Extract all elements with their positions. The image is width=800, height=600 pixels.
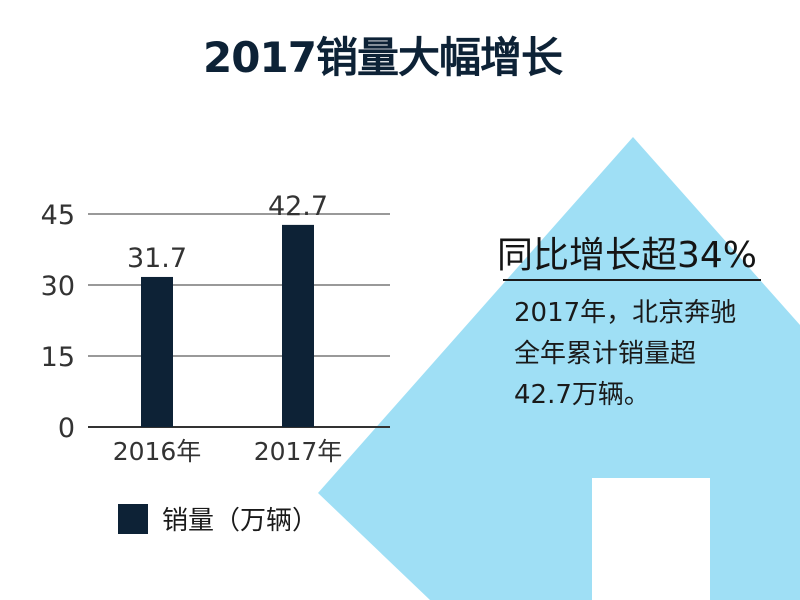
legend-swatch [118, 503, 148, 534]
x-axis-ticks: 2016年 2017年 [113, 437, 343, 466]
callout-divider [503, 279, 761, 281]
data-label: 31.7 [127, 243, 187, 274]
chart-bars [141, 224, 314, 427]
callout-line-1: 2017年，北京奔驰 [514, 298, 737, 328]
y-tick-label: 0 [58, 413, 75, 444]
callout-body: 2017年，北京奔驰 全年累计销量超 42.7万辆。 [514, 293, 784, 416]
y-tick-label: 15 [41, 342, 75, 373]
page-title: 2017销量大幅增长 [203, 33, 563, 82]
callout-headline: 同比增长超34% [497, 235, 758, 276]
callout-line-3: 42.7万辆。 [514, 380, 650, 410]
y-axis-ticks: 0 15 30 45 [41, 200, 75, 444]
legend-label: 销量（万辆） [162, 506, 319, 536]
chart-legend: 销量（万辆） [118, 500, 318, 537]
bar [282, 224, 314, 427]
data-label: 42.7 [268, 191, 328, 222]
callout-line-2: 全年累计销量超 [514, 339, 697, 369]
up-arrow-shape [318, 137, 800, 600]
bar [141, 276, 173, 427]
y-tick-label: 30 [41, 271, 75, 302]
chart-data-labels: 31.7 42.7 [127, 191, 328, 274]
x-tick-label: 2017年 [254, 437, 343, 466]
chart-gridlines [88, 213, 390, 428]
x-tick-label: 2016年 [113, 437, 202, 466]
y-tick-label: 45 [41, 200, 75, 231]
